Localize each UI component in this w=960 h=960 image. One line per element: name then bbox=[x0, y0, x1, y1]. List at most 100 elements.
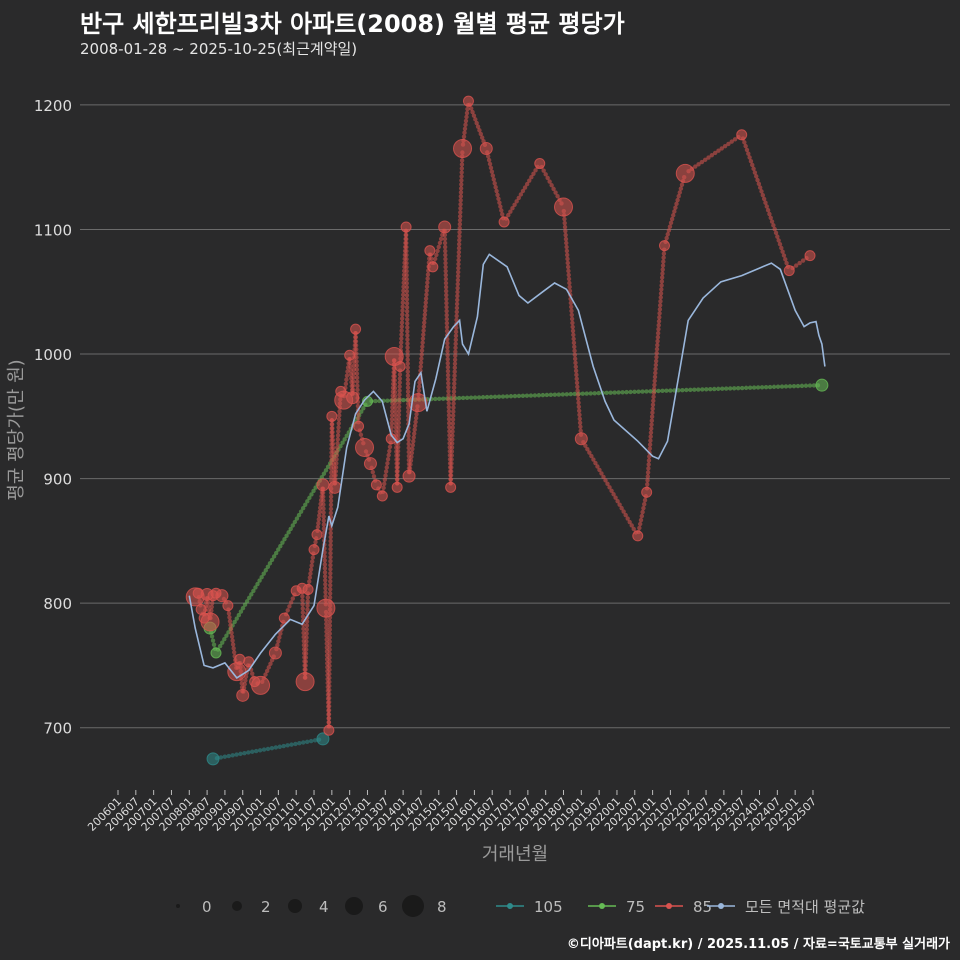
series-85-interp-dot bbox=[450, 417, 456, 422]
series-85-interp-dot bbox=[793, 263, 799, 268]
series-85-interp-dot bbox=[658, 299, 663, 304]
series-85-interp-dot bbox=[355, 383, 360, 388]
series-85-interp-dot bbox=[344, 373, 350, 378]
series-85-interp-dot bbox=[577, 416, 582, 421]
series-75-interp-dot bbox=[307, 495, 312, 501]
series-85-interp-dot bbox=[300, 594, 305, 599]
series-85-interp-dot bbox=[479, 135, 485, 140]
series-85-interp-dot bbox=[575, 384, 580, 390]
series-85-interp-dot bbox=[494, 188, 499, 194]
series-85-interp-dot bbox=[637, 525, 642, 531]
series-85-interp-dot bbox=[533, 168, 538, 173]
series-85-point bbox=[278, 612, 290, 624]
series-85-interp-dot bbox=[304, 643, 309, 648]
series-85-point bbox=[363, 457, 377, 471]
series-85-point bbox=[302, 583, 314, 595]
series-85-interp-dot bbox=[587, 450, 592, 455]
series-85-interp-dot bbox=[564, 248, 570, 254]
series-85-interp-dot bbox=[458, 194, 464, 199]
series-85-interp-dot bbox=[747, 155, 752, 160]
series-85-interp-dot bbox=[446, 384, 451, 390]
series-85-interp-dot bbox=[455, 273, 461, 279]
series-85-interp-dot bbox=[404, 293, 410, 298]
series-75-interp-dot bbox=[791, 383, 797, 389]
legend-label: 85 bbox=[693, 898, 712, 916]
series-85-interp-dot bbox=[405, 325, 410, 330]
series-85-interp-dot bbox=[395, 469, 400, 474]
series-75-interp-dot bbox=[743, 385, 749, 391]
series-85-interp-dot bbox=[458, 206, 463, 211]
series-75-interp-dot bbox=[294, 516, 300, 521]
series-85-interp-dot bbox=[404, 272, 409, 278]
series-85-interp-dot bbox=[392, 386, 398, 391]
series-85-interp-dot bbox=[330, 445, 336, 451]
series-85-interp-dot bbox=[327, 619, 333, 624]
series-85-interp-dot bbox=[453, 329, 459, 335]
series-85-interp-dot bbox=[457, 222, 463, 227]
series-85-interp-dot bbox=[387, 448, 392, 454]
series-85-interp-dot bbox=[563, 232, 568, 238]
series-105-interp-dot bbox=[301, 740, 306, 745]
series-85-interp-dot bbox=[657, 311, 662, 316]
series-75-interp-dot bbox=[648, 389, 653, 394]
series-85-interp-dot bbox=[330, 425, 335, 431]
series-85-interp-dot bbox=[444, 304, 449, 310]
series-85-interp-dot bbox=[303, 663, 308, 668]
series-85-interp-dot bbox=[383, 469, 389, 474]
series-75-point bbox=[210, 647, 222, 659]
series-85-interp-dot bbox=[445, 340, 450, 346]
series-85-interp-dot bbox=[456, 261, 461, 267]
series-105-interp-dot bbox=[265, 746, 271, 752]
series-85-interp-dot bbox=[313, 539, 318, 545]
series-85-interp-dot bbox=[562, 216, 567, 222]
series-85-interp-dot bbox=[250, 671, 255, 676]
series-85-interp-dot bbox=[462, 126, 468, 131]
series-75-interp-dot bbox=[544, 392, 550, 398]
series-85-interp-dot bbox=[456, 249, 462, 255]
series-75-interp-dot bbox=[242, 602, 248, 607]
series-85-interp-dot bbox=[278, 631, 283, 636]
series-85-interp-dot bbox=[625, 516, 630, 521]
series-75-interp-dot bbox=[288, 526, 293, 532]
series-85-interp-dot bbox=[422, 320, 427, 325]
series-85-interp-dot bbox=[452, 377, 457, 382]
series-85-interp-dot bbox=[563, 228, 568, 234]
series-85-interp-dot bbox=[397, 388, 402, 393]
series-75-interp-dot bbox=[296, 512, 302, 518]
series-85-interp-dot bbox=[309, 563, 314, 568]
series-85-interp-dot bbox=[573, 360, 578, 366]
series-85-interp-dot bbox=[308, 571, 313, 576]
series-85-interp-dot bbox=[327, 663, 332, 669]
y-tick-label: 1200 bbox=[34, 97, 72, 115]
series-85-interp-dot bbox=[322, 570, 328, 575]
series-85-interp-dot bbox=[443, 256, 448, 262]
series-85-interp-dot bbox=[776, 238, 781, 243]
series-85-interp-dot bbox=[385, 457, 391, 462]
series-85-point bbox=[574, 432, 588, 446]
series-85-interp-dot bbox=[471, 113, 477, 118]
series-85-interp-dot bbox=[571, 332, 576, 338]
series-85-interp-dot bbox=[443, 260, 448, 266]
series-85-interp-dot bbox=[329, 422, 335, 427]
series-85-interp-dot bbox=[451, 405, 456, 410]
series-85-interp-dot bbox=[673, 205, 678, 210]
series-85-interp-dot bbox=[567, 280, 572, 286]
series-75-interp-dot bbox=[437, 396, 442, 402]
series-85-interp-dot bbox=[396, 420, 401, 426]
series-85-interp-dot bbox=[353, 335, 359, 340]
series-85-interp-dot bbox=[631, 526, 636, 532]
series-75-interp-dot bbox=[779, 384, 785, 389]
series-85-interp-dot bbox=[321, 526, 327, 531]
series-85-interp-dot bbox=[775, 234, 780, 239]
series-85-interp-dot bbox=[416, 388, 422, 393]
series-85-interp-dot bbox=[665, 232, 670, 237]
series-85-interp-dot bbox=[671, 213, 676, 218]
series-75-interp-dot bbox=[259, 574, 264, 580]
series-85-interp-dot bbox=[645, 474, 651, 479]
series-85-interp-dot bbox=[327, 595, 333, 600]
series-85-interp-dot bbox=[780, 249, 785, 254]
series-85-interp-dot bbox=[305, 607, 310, 612]
series-85-interp-dot bbox=[414, 412, 419, 417]
series-85-point bbox=[424, 245, 436, 257]
series-85-interp-dot bbox=[396, 408, 402, 413]
